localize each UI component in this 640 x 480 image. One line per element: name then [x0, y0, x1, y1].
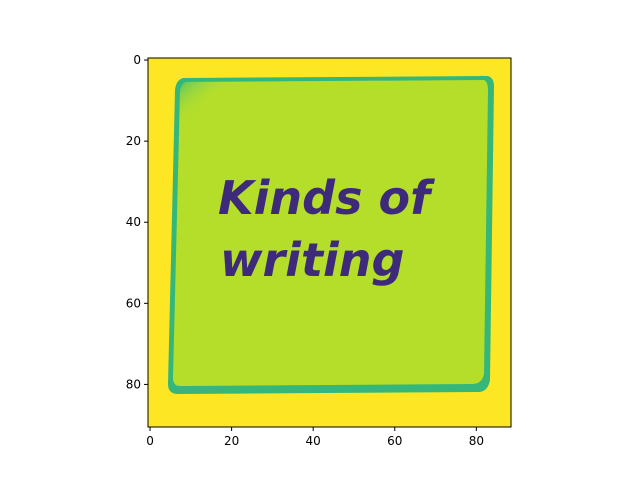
- x-tick-label: 0: [146, 434, 154, 448]
- y-tick-label: 0: [133, 53, 141, 67]
- note-text-line-1: Kinds of: [218, 171, 435, 225]
- x-tick-label: 20: [224, 434, 239, 448]
- sticky-note: [173, 80, 488, 386]
- sticky-note-shadow-corner: [178, 81, 260, 150]
- x-tick-label: 40: [306, 434, 321, 448]
- x-axis: 0 20 40 60 80: [146, 427, 484, 448]
- axes-frame: [147, 57, 512, 428]
- heatmap-image: Kinds of writing: [148, 58, 511, 427]
- y-tick-label: 20: [126, 134, 141, 148]
- y-axis: 0 20 40 60 80: [126, 53, 148, 391]
- y-tick-label: 80: [126, 377, 141, 391]
- note-text-line-2: writing: [220, 233, 404, 287]
- x-tick-label: 60: [387, 434, 402, 448]
- y-tick-label: 60: [126, 296, 141, 310]
- y-tick-label: 40: [126, 215, 141, 229]
- x-tick-label: 80: [469, 434, 484, 448]
